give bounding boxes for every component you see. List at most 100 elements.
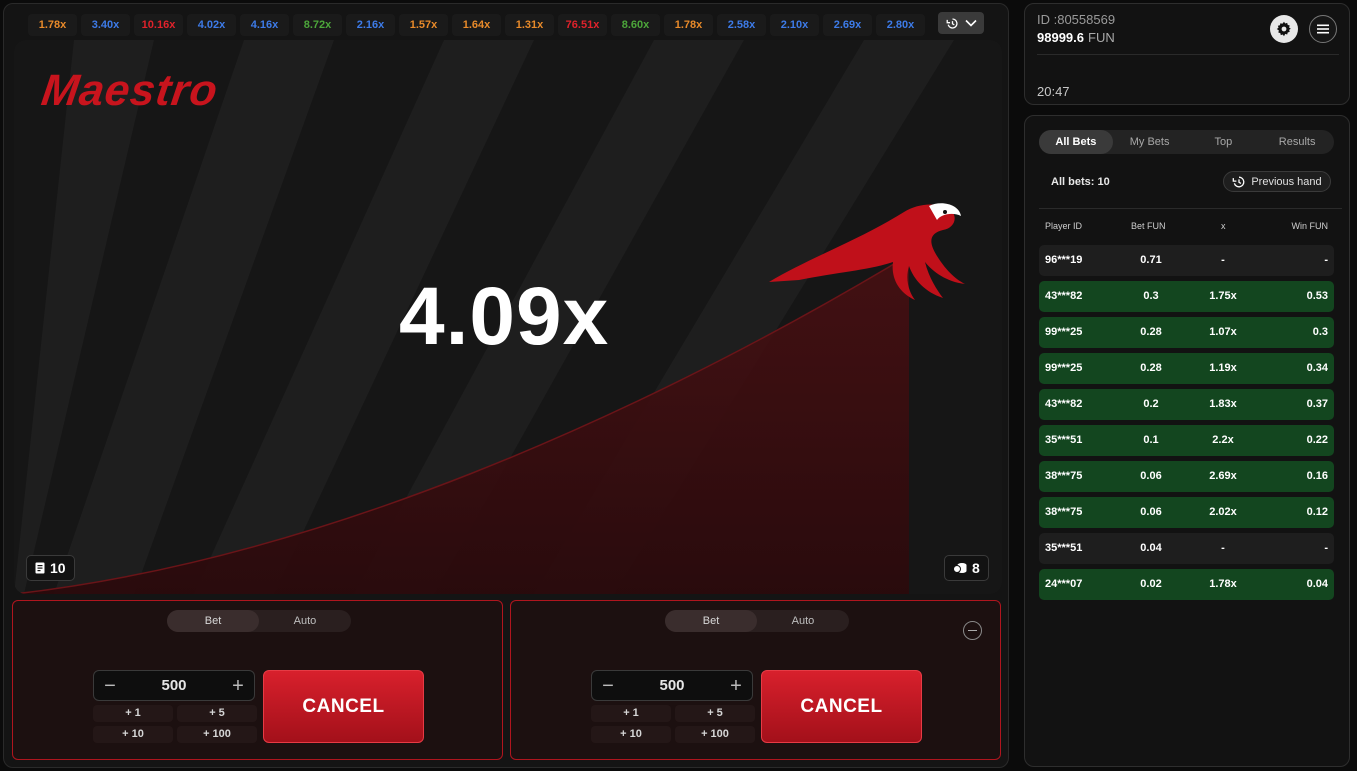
- quick-add-10[interactable]: + 10: [93, 726, 173, 743]
- cell-bet: 0.02: [1140, 578, 1162, 590]
- tab-top[interactable]: Top: [1214, 136, 1233, 148]
- table-row: 96***19 0.71 - -: [1039, 245, 1334, 276]
- cell-bet: 0.1: [1143, 434, 1159, 446]
- col-win: Win FUN: [1291, 221, 1329, 231]
- receipt-icon: [35, 562, 45, 574]
- stake-stepper: − 500 +: [591, 670, 753, 701]
- cell-win: 0.16: [1306, 470, 1328, 482]
- bet-panel-1: Bet Auto − 500 + + 1 + 5 + 10 + 100 CANC…: [12, 600, 503, 760]
- divider: [1039, 208, 1342, 209]
- table-row: 35***51 0.04 - -: [1039, 533, 1334, 564]
- previous-hand-button[interactable]: Previous hand: [1223, 171, 1331, 192]
- quick-add-10[interactable]: + 10: [591, 726, 671, 743]
- cell-x: 1.19x: [1209, 362, 1237, 374]
- previous-hand-label: Previous hand: [1251, 175, 1322, 188]
- quick-add-1[interactable]: + 1: [591, 705, 671, 722]
- history-chip[interactable]: 4.16x: [240, 14, 289, 36]
- quick-add-100[interactable]: + 100: [675, 726, 755, 743]
- balance-currency: FUN: [1088, 30, 1115, 45]
- cell-player-id: 43***82: [1045, 398, 1083, 410]
- bets-panel: All Bets My Bets Top Results All bets: 1…: [1024, 115, 1350, 767]
- mode-tab-bet[interactable]: Bet: [167, 610, 259, 632]
- history-chip[interactable]: 76.51x: [558, 14, 607, 36]
- tab-all-bets[interactable]: All Bets: [1039, 130, 1113, 154]
- table-row: 99***25 0.28 1.07x 0.3: [1039, 317, 1334, 348]
- cell-x: 2.02x: [1209, 506, 1237, 518]
- stake-stepper: − 500 +: [93, 670, 255, 701]
- history-chip[interactable]: 1.78x: [664, 14, 713, 36]
- balance: 98999.6 FUN: [1037, 30, 1115, 45]
- stake-value[interactable]: 500: [659, 677, 685, 694]
- mode-switch: Bet Auto: [665, 610, 849, 632]
- table-row: 38***75 0.06 2.69x 0.16: [1039, 461, 1334, 492]
- quick-amounts: + 1 + 5 + 10 + 100: [591, 705, 755, 743]
- coins-icon: [953, 563, 967, 573]
- plus-icon[interactable]: +: [730, 674, 742, 697]
- minus-icon[interactable]: −: [104, 674, 116, 697]
- history-chip[interactable]: 1.57x: [399, 14, 448, 36]
- cell-x: 2.2x: [1212, 434, 1234, 446]
- history-chip[interactable]: 2.10x: [770, 14, 819, 36]
- clock: 20:47: [1037, 84, 1070, 99]
- gear-icon: [1276, 21, 1291, 37]
- history-chip[interactable]: 2.69x: [823, 14, 872, 36]
- history-chip[interactable]: 4.02x: [187, 14, 236, 36]
- game-background: [14, 40, 1002, 594]
- bets-tabs: All Bets My Bets Top Results: [1039, 130, 1334, 154]
- cell-x: -: [1221, 542, 1225, 554]
- history-chip[interactable]: 1.64x: [452, 14, 501, 36]
- cell-player-id: 24***07: [1045, 578, 1083, 590]
- bets-table: 96***19 0.71 - - 43***82 0.3 1.75x 0.53 …: [1039, 245, 1334, 605]
- history-chip[interactable]: 2.58x: [717, 14, 766, 36]
- history-chip[interactable]: 1.78x: [28, 14, 77, 36]
- game-column: 1.78x 3.40x 10.16x 4.02x 4.16x 8.72x 2.1…: [3, 3, 1009, 768]
- tab-my-bets[interactable]: My Bets: [1129, 136, 1170, 148]
- history-dropdown-button[interactable]: [938, 12, 984, 34]
- bets-table-header: Player ID Bet FUN x Win FUN: [1039, 221, 1334, 233]
- quick-add-5[interactable]: + 5: [177, 705, 257, 722]
- table-row: 38***75 0.06 2.02x 0.12: [1039, 497, 1334, 528]
- history-chip[interactable]: 3.40x: [81, 14, 130, 36]
- cell-bet: 0.71: [1140, 254, 1162, 266]
- history-chip[interactable]: 1.31x: [505, 14, 554, 36]
- menu-button[interactable]: [1309, 15, 1337, 43]
- settings-button[interactable]: [1270, 15, 1298, 43]
- history-chip[interactable]: 8.60x: [611, 14, 660, 36]
- mode-tab-auto[interactable]: Auto: [293, 615, 317, 627]
- tab-results[interactable]: Results: [1278, 136, 1316, 148]
- history-chip[interactable]: 10.16x: [134, 14, 183, 36]
- cell-player-id: 35***51: [1045, 542, 1083, 554]
- quick-add-1[interactable]: + 1: [93, 705, 173, 722]
- hamburger-icon: [1317, 24, 1329, 34]
- minus-icon[interactable]: −: [602, 674, 614, 697]
- game-canvas: Maestro 4.09x 10 8: [14, 40, 1002, 594]
- cell-win: 0.04: [1306, 578, 1328, 590]
- player-id: ID :80558569: [1037, 12, 1116, 27]
- cancel-button[interactable]: CANCEL: [263, 670, 424, 743]
- remove-panel-button[interactable]: [963, 621, 982, 640]
- history-chip[interactable]: 8.72x: [293, 14, 342, 36]
- col-player-id: Player ID: [1045, 221, 1083, 231]
- quick-add-5[interactable]: + 5: [675, 705, 755, 722]
- mode-switch: Bet Auto: [167, 610, 351, 632]
- plus-icon[interactable]: +: [232, 674, 244, 697]
- cell-bet: 0.2: [1143, 398, 1159, 410]
- current-multiplier: 4.09x: [399, 271, 610, 362]
- bets-count: 10: [50, 560, 66, 576]
- quick-add-100[interactable]: + 100: [177, 726, 257, 743]
- cell-win: -: [1324, 542, 1328, 554]
- cancel-button[interactable]: CANCEL: [761, 670, 922, 743]
- chevron-down-icon: [964, 19, 977, 27]
- history-chip[interactable]: 2.80x: [876, 14, 925, 36]
- cell-player-id: 38***75: [1045, 470, 1083, 482]
- history-chip[interactable]: 2.16x: [346, 14, 395, 36]
- mode-tab-bet[interactable]: Bet: [665, 610, 757, 632]
- mode-tab-auto[interactable]: Auto: [791, 615, 815, 627]
- cell-bet: 0.3: [1143, 290, 1159, 302]
- cell-x: 1.78x: [1209, 578, 1237, 590]
- stake-value[interactable]: 500: [161, 677, 187, 694]
- cell-win: 0.34: [1306, 362, 1328, 374]
- parrot-icon: [769, 203, 965, 300]
- cell-win: 0.12: [1306, 506, 1328, 518]
